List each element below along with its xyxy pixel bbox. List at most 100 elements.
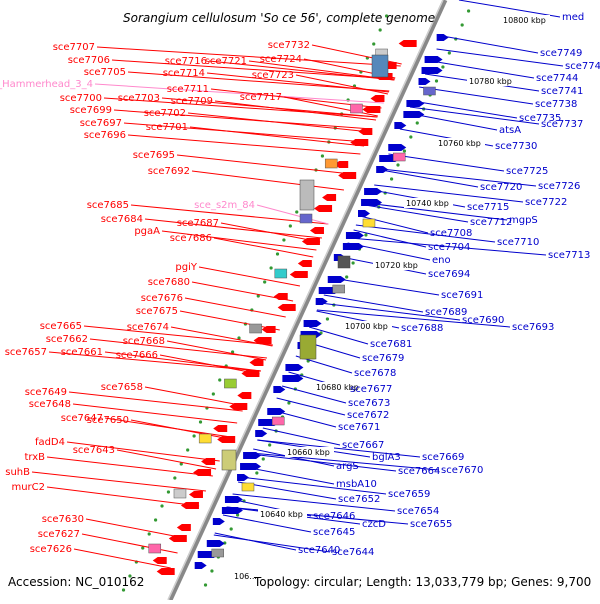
gene-label-right[interactable]: sce7672 xyxy=(347,410,389,421)
gene-label-left[interactable]: sce7685 xyxy=(87,200,129,211)
gene-label-left[interactable]: sce7686 xyxy=(170,233,212,244)
gene-label-left[interactable]: fadD4 xyxy=(35,437,65,448)
gene-label-right[interactable]: sce7704 xyxy=(428,242,470,253)
gene-label-right[interactable]: sce7690 xyxy=(462,315,504,326)
gene-label-right[interactable]: sce7689 xyxy=(425,307,467,318)
gene-label-left[interactable]: sce7700 xyxy=(60,93,102,104)
gene-label-right[interactable]: sce7654 xyxy=(397,506,439,517)
gene-label-right[interactable]: sce7671 xyxy=(338,422,380,433)
gene-label-right[interactable]: czcD xyxy=(362,519,386,530)
gene-label-right[interactable]: eno xyxy=(432,255,451,266)
gene-label-right[interactable]: sce7645 xyxy=(313,527,355,538)
gene-label-left[interactable]: sce7705 xyxy=(84,67,126,78)
gene-label-right[interactable]: sce7725 xyxy=(506,166,548,177)
gene-label-left[interactable]: sce7714 xyxy=(163,68,205,79)
gene-label-right[interactable]: sce7691 xyxy=(441,290,483,301)
gene-label-right[interactable]: sce7744 xyxy=(536,73,578,84)
gene-label-right[interactable]: sce7726 xyxy=(538,181,580,192)
gene-label-left[interactable]: sce_Hammerhead_3_4 xyxy=(0,79,93,90)
gene-label-left[interactable]: trxB xyxy=(24,452,45,463)
gene-label-left[interactable]: sce7643 xyxy=(73,445,115,456)
gene-label-left[interactable]: sce7696 xyxy=(84,130,126,141)
gene-label-right[interactable]: bglA3 xyxy=(372,452,401,463)
gene-label-left[interactable]: sce7723 xyxy=(252,70,294,81)
gene-label-right[interactable]: sce7738 xyxy=(535,99,577,110)
gene-label-right[interactable]: sce7669 xyxy=(422,452,464,463)
gene-label-left[interactable]: sce7709 xyxy=(171,96,213,107)
gene-label-right[interactable]: sce7640 xyxy=(298,545,340,556)
gene-label-right[interactable]: sce7749 xyxy=(540,48,582,59)
gene-label-right[interactable]: sce7748 xyxy=(565,61,600,72)
gene-label-left[interactable]: sce7661 xyxy=(61,347,103,358)
gene-label-left[interactable]: sce7676 xyxy=(141,293,183,304)
gene-label-left[interactable]: sce7699 xyxy=(70,105,112,116)
gene-label-left[interactable]: sce7657 xyxy=(5,347,47,358)
gene-label-left[interactable]: sce7724 xyxy=(260,54,302,65)
gene-label-left[interactable]: sce7702 xyxy=(144,108,186,119)
gene-label-left[interactable]: sce7697 xyxy=(80,118,122,129)
gene-label-right[interactable]: sce7646 xyxy=(313,511,355,522)
gene-label-right[interactable]: sce7677 xyxy=(350,384,392,395)
gene-label-left[interactable]: sce7701 xyxy=(146,122,188,133)
gene-label-left[interactable]: sce7665 xyxy=(40,321,82,332)
gene-label-right[interactable]: sce7667 xyxy=(342,440,384,451)
gene-label-left[interactable]: sce7687 xyxy=(177,218,219,229)
gene-label-right[interactable]: sce7673 xyxy=(348,398,390,409)
gene-label-right[interactable]: sce7722 xyxy=(525,197,567,208)
gene-label-right[interactable]: msbA10 xyxy=(336,479,377,490)
gene-label-left[interactable]: sce7680 xyxy=(148,277,190,288)
gene-label-left[interactable]: pgaA xyxy=(134,226,160,237)
gene-label-right[interactable]: sce7741 xyxy=(541,86,583,97)
gene-label-right[interactable]: sce7737 xyxy=(541,119,583,130)
gene-label-left[interactable]: sce7626 xyxy=(30,544,72,555)
gene-label-left[interactable]: sce7717 xyxy=(240,92,282,103)
gene-label-right[interactable]: sce7712 xyxy=(470,217,512,228)
gene-label-right[interactable]: sce7644 xyxy=(332,547,374,558)
gene-label-right[interactable]: sce7652 xyxy=(338,494,380,505)
gene-label-right[interactable]: sce7730 xyxy=(495,141,537,152)
gene-label-right[interactable]: sce7688 xyxy=(401,323,443,334)
gene-label-right[interactable]: sce7720 xyxy=(480,182,522,193)
gene-label-right[interactable]: sce7664 xyxy=(398,466,440,477)
gene-label-right[interactable]: sce7670 xyxy=(441,465,483,476)
gene-label-left[interactable]: sce7684 xyxy=(101,214,143,225)
gene-label-left[interactable]: sce7662 xyxy=(46,334,88,345)
gene-label-right[interactable]: sce7681 xyxy=(370,339,412,350)
gene-label-right[interactable]: med xyxy=(562,12,584,23)
gene-label-left[interactable]: sce7721 xyxy=(205,56,247,67)
gene-label-right[interactable]: sce7715 xyxy=(467,202,509,213)
gene-label-left[interactable]: sce_s2m_84 xyxy=(194,200,255,211)
gene-label-left[interactable]: sce7648 xyxy=(29,399,71,410)
gene-label-left[interactable]: sce7668 xyxy=(123,336,165,347)
gene-label-left[interactable]: sce7707 xyxy=(53,42,95,53)
gene-label-left[interactable]: sce7692 xyxy=(148,166,190,177)
gene-label-right[interactable]: sce7693 xyxy=(512,322,554,333)
gene-label-right[interactable]: sce7708 xyxy=(430,228,472,239)
gene-label-left[interactable]: murC2 xyxy=(11,482,45,493)
gene-label-left[interactable]: sce7666 xyxy=(116,350,158,361)
gene-label-left[interactable]: sce7695 xyxy=(133,150,175,161)
gene-label-left[interactable]: sce7674 xyxy=(127,322,169,333)
gene-label-left[interactable]: sce7703 xyxy=(118,93,160,104)
gene-label-left[interactable]: sce7649 xyxy=(25,387,67,398)
gene-label-right[interactable]: sce7710 xyxy=(497,237,539,248)
gene-label-right[interactable]: mgpS xyxy=(509,215,538,226)
gene-label-left[interactable]: sce7658 xyxy=(101,382,143,393)
gene-label-right[interactable]: sce7659 xyxy=(388,489,430,500)
gene-label-left[interactable]: sce7675 xyxy=(136,306,178,317)
gene-label-left[interactable]: sce7650 xyxy=(87,415,129,426)
gene-label-left[interactable]: suhB xyxy=(5,467,30,478)
gene-label-right[interactable]: sce7678 xyxy=(354,368,396,379)
gene-label-right[interactable]: sce7679 xyxy=(362,353,404,364)
gene-label-right[interactable]: atsA xyxy=(499,125,521,136)
gene-label-left[interactable]: sce7711 xyxy=(167,84,209,95)
gene-label-right[interactable]: sce7655 xyxy=(410,519,452,530)
gene-label-right[interactable]: sce7735 xyxy=(519,113,561,124)
gene-label-left[interactable]: sce7706 xyxy=(68,55,110,66)
gene-label-right[interactable]: sce7713 xyxy=(548,250,590,261)
gene-label-left[interactable]: sce7647 xyxy=(61,413,103,424)
gene-label-left[interactable]: sce7716 xyxy=(165,56,207,67)
gene-label-left[interactable]: sce7630 xyxy=(42,514,84,525)
gene-label-right[interactable]: argS xyxy=(336,461,359,472)
gene-label-left[interactable]: pgiY xyxy=(175,262,197,273)
